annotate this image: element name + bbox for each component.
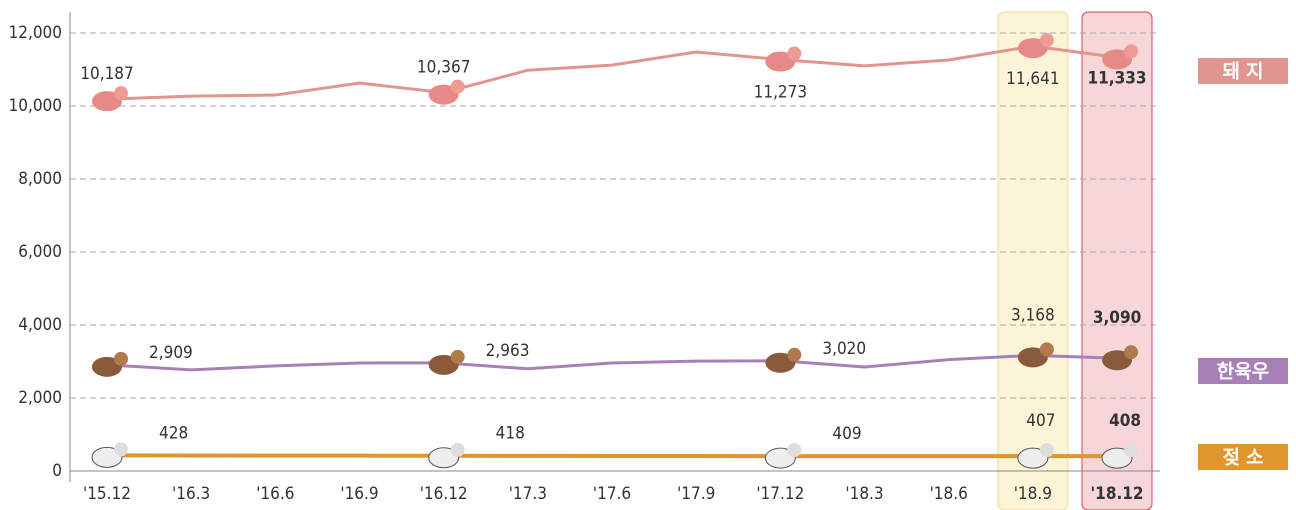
data-label: 2,909	[149, 343, 193, 363]
y-tick-label: 8,000	[18, 169, 62, 189]
data-label: 10,367	[417, 58, 471, 78]
series-line	[107, 46, 1117, 99]
animal-icon	[1040, 33, 1054, 47]
x-tick-label: '16.6	[256, 484, 294, 504]
y-tick-label: 12,000	[9, 23, 63, 43]
data-label: 3,168	[1011, 305, 1055, 325]
data-label: 11,333	[1088, 68, 1147, 88]
y-tick-label: 10,000	[9, 96, 63, 116]
x-tick-label: '17.9	[677, 484, 715, 504]
x-tick-label: '18.6	[930, 484, 968, 504]
chart: 0 2,000 4,000 6,000 8,000 10,000 12,000 '15.12 '…	[0, 0, 1296, 510]
data-label: 11,273	[754, 83, 808, 103]
legend-label: 돼 지	[1223, 61, 1264, 83]
data-label: 3,020	[822, 339, 866, 359]
x-tick-label: '16.12	[420, 484, 468, 504]
series-line	[107, 355, 1117, 370]
animal-icon	[1124, 345, 1138, 359]
data-label: 10,187	[80, 64, 134, 84]
animal-icon	[787, 47, 801, 61]
x-tick-label: '17.12	[756, 484, 804, 504]
animal-icon	[114, 442, 128, 456]
x-tick-label: '18.3	[845, 484, 883, 504]
animal-icon	[787, 348, 801, 362]
animal-icon	[451, 443, 465, 457]
data-label: 409	[832, 424, 861, 444]
x-tick-label: '17.6	[593, 484, 631, 504]
data-label: 11,641	[1006, 69, 1060, 89]
data-label: 428	[159, 423, 188, 443]
legend-label: 한육우	[1217, 361, 1269, 383]
data-label: 407	[1026, 411, 1055, 431]
x-tick-label: '18.9	[1014, 484, 1052, 504]
data-label: 2,963	[486, 341, 530, 361]
animal-icon	[787, 443, 801, 457]
animal-icon	[114, 86, 128, 100]
animal-icon	[1124, 44, 1138, 58]
y-tick-label: 4,000	[18, 315, 62, 335]
data-label: 3,090	[1093, 308, 1141, 328]
animal-icon	[1040, 443, 1054, 457]
animal-icon	[1040, 342, 1054, 356]
x-tick-label: '16.9	[340, 484, 378, 504]
x-tick-label: '16.3	[172, 484, 210, 504]
x-tick-label: '17.3	[509, 484, 547, 504]
data-label: 408	[1109, 411, 1141, 431]
animal-icon	[1124, 443, 1138, 457]
y-tick-label: 0	[52, 461, 62, 481]
legend-label: 젖 소	[1223, 447, 1264, 469]
animal-icon	[451, 350, 465, 364]
x-tick-label: '18.12	[1091, 484, 1144, 504]
x-tick-label: '15.12	[83, 484, 131, 504]
y-tick-label: 2,000	[18, 388, 62, 408]
animal-icon	[114, 352, 128, 366]
y-tick-label: 6,000	[18, 242, 62, 262]
data-label: 418	[496, 424, 525, 444]
animal-icon	[451, 80, 465, 94]
series-line	[107, 455, 1117, 456]
